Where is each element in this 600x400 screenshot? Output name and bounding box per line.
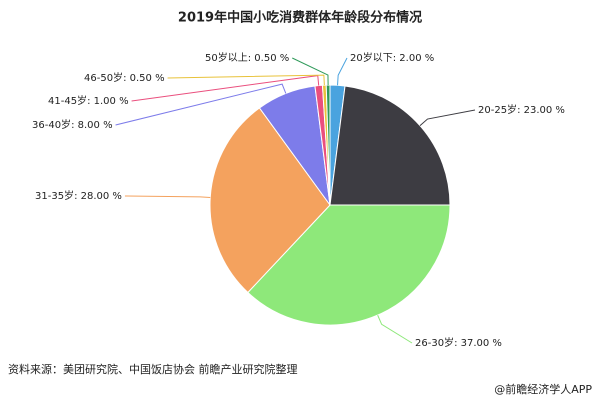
- leader-line: [167, 74, 325, 86]
- label-category: 26-30岁: [415, 336, 454, 349]
- label-value: 1.00 %: [94, 96, 129, 107]
- label-separator: :: [454, 338, 461, 349]
- data-label: 20岁以下: 2.00 %: [350, 51, 434, 64]
- label-separator: :: [517, 105, 524, 116]
- leader-line: [292, 57, 329, 86]
- pie-slice: [247, 204, 451, 326]
- label-category: 36-40岁: [32, 118, 71, 131]
- label-category: 46-50岁: [84, 71, 123, 84]
- label-category: 41-45岁: [48, 94, 87, 107]
- label-category: 31-35岁: [35, 189, 74, 202]
- data-label: 46-50岁: 0.50 %: [84, 71, 165, 84]
- label-value: 37.00 %: [461, 338, 502, 349]
- leader-line: [115, 83, 287, 126]
- label-category: 20-25岁: [478, 103, 517, 116]
- label-separator: :: [87, 96, 94, 107]
- label-value: 2.00 %: [399, 53, 434, 64]
- label-value: 8.00 %: [78, 120, 113, 131]
- label-category: 20岁以下: [350, 51, 393, 64]
- label-value: 28.00 %: [81, 191, 122, 202]
- label-separator: :: [248, 53, 255, 64]
- label-value: 0.50 %: [254, 53, 289, 64]
- leader-line: [124, 195, 211, 198]
- label-category: 50岁以上: [205, 51, 248, 64]
- chart-title: 2019年中国小吃消费群体年龄段分布情况: [178, 10, 422, 26]
- data-label: 36-40岁: 8.00 %: [32, 118, 113, 131]
- label-separator: :: [74, 191, 81, 202]
- pie-slice: [329, 85, 451, 206]
- label-separator: :: [71, 120, 78, 131]
- footer: @前瞻经济学人APP: [494, 382, 592, 396]
- data-label: 20-25岁: 23.00 %: [478, 103, 565, 116]
- data-label: 41-45岁: 1.00 %: [48, 94, 129, 107]
- data-label: 26-30岁: 37.00 %: [415, 336, 502, 349]
- leader-line: [419, 109, 476, 127]
- pie-slice: [325, 84, 331, 206]
- label-separator: :: [123, 73, 130, 84]
- data-label: 50岁以上: 0.50 %: [205, 51, 289, 64]
- pie-slice: [209, 107, 331, 294]
- leader-line: [377, 314, 413, 344]
- data-label: 31-35岁: 28.00 %: [35, 189, 122, 202]
- source: 资料来源：美团研究院、中国饭店协会 前瞻产业研究院整理: [8, 362, 298, 376]
- label-value: 23.00 %: [524, 105, 565, 116]
- leader-line: [337, 57, 348, 86]
- label-value: 0.50 %: [130, 73, 165, 84]
- label-separator: :: [393, 53, 400, 64]
